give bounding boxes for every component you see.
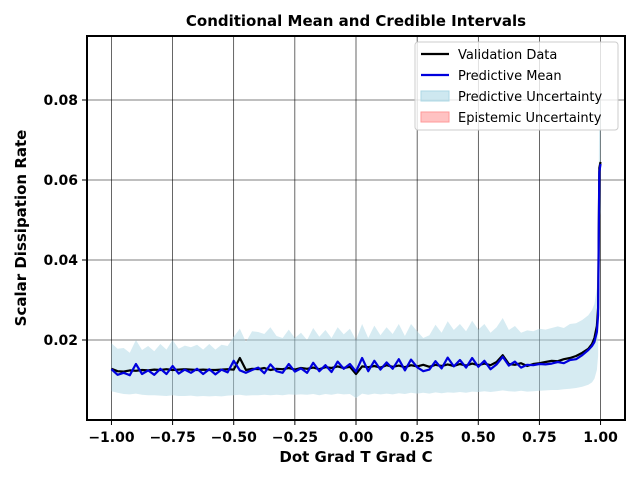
y-tick-label: 0.04 bbox=[43, 253, 78, 269]
x-axis-label: Dot Grad T Grad C bbox=[279, 448, 432, 466]
x-tick-label: 0.25 bbox=[400, 430, 435, 446]
predictive-uncertainty-band bbox=[111, 92, 601, 398]
legend-label: Predictive Uncertainty bbox=[458, 90, 602, 105]
y-axis-ticks: 0.02 0.04 0.06 0.08 bbox=[43, 93, 87, 349]
x-tick-label: 0.75 bbox=[522, 430, 557, 446]
y-tick-label: 0.08 bbox=[43, 93, 78, 109]
legend-patch-swatch bbox=[420, 111, 450, 123]
x-axis-ticks: −1.00 −0.75 −0.50 −0.25 0.00 0.25 0.50 0.75 1.00 bbox=[88, 420, 618, 446]
x-tick-label: −0.25 bbox=[272, 430, 318, 446]
series-lines bbox=[110, 161, 602, 377]
x-tick-label: −0.75 bbox=[149, 430, 195, 446]
legend: Validation Data Predictive Mean Predictive… bbox=[414, 41, 619, 131]
y-tick-label: 0.02 bbox=[43, 333, 78, 349]
y-axis-label: Scalar Dissipation Rate bbox=[12, 130, 30, 327]
chart-title: Conditional Mean and Credible Intervals bbox=[186, 12, 526, 30]
x-tick-label: 1.00 bbox=[583, 430, 618, 446]
legend-label: Predictive Mean bbox=[458, 69, 562, 84]
x-tick-label: −0.50 bbox=[211, 430, 258, 446]
y-tick-label: 0.06 bbox=[43, 173, 78, 189]
x-tick-label: 0.00 bbox=[339, 430, 374, 446]
legend-patch-swatch bbox=[420, 90, 450, 102]
legend-label: Epistemic Uncertainty bbox=[458, 111, 602, 126]
x-tick-label: 0.50 bbox=[461, 430, 496, 446]
predictive-mean-line bbox=[110, 163, 602, 377]
x-tick-label: −1.00 bbox=[88, 430, 135, 446]
legend-label: Validation Data bbox=[458, 48, 557, 63]
legend-box bbox=[414, 41, 619, 131]
uncertainty-bands bbox=[111, 92, 601, 398]
